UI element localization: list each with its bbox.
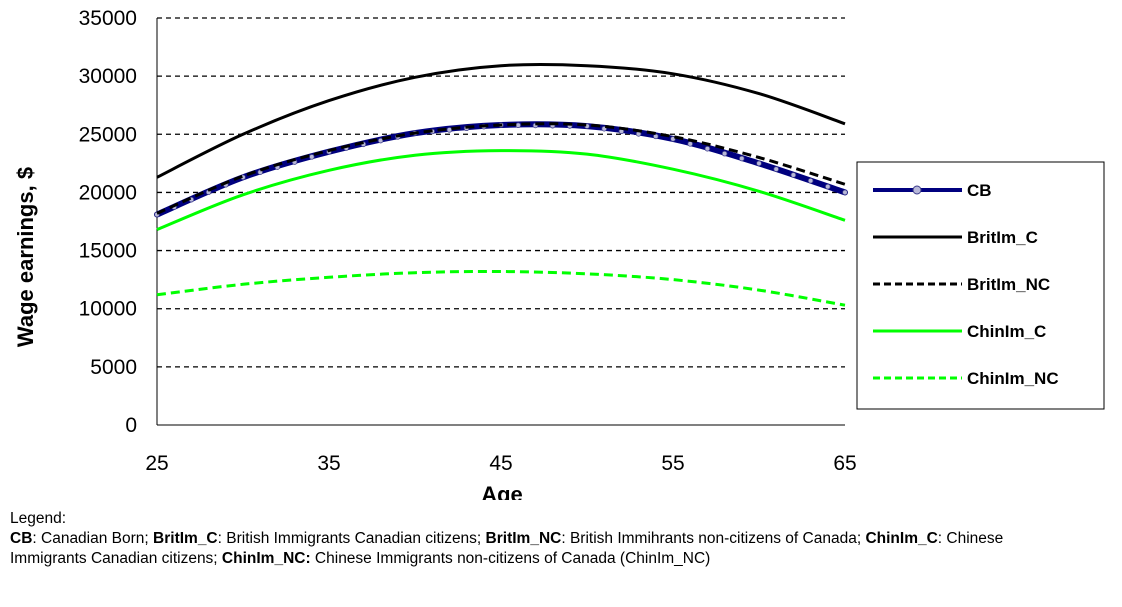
y-tick-label: 30000	[79, 65, 137, 88]
series-line-chinim-c	[156, 149, 846, 231]
wage-earnings-chart: 0 5000 10000 15000 20000 25000 30000 35000 25 35…	[13, 7, 1105, 500]
legend-label: ChinIm_C	[967, 322, 1046, 341]
series-marker-cb	[308, 154, 315, 160]
series-marker-cb	[377, 137, 384, 144]
caption-term-chinim-c: ChinIm_C	[865, 530, 938, 547]
y-tick-labels: 0 5000 10000 15000 20000 25000 30000 35000	[79, 7, 137, 437]
y-tick-label: 25000	[79, 123, 137, 146]
x-tick-label: 55	[661, 452, 684, 475]
x-tick-label: 35	[317, 452, 340, 475]
series-marker-cb	[652, 133, 659, 140]
legend-item-chinim-nc: ChinIm_NC	[873, 369, 1059, 388]
caption-term-cb: CB	[10, 530, 33, 547]
x-tick-label: 25	[145, 452, 168, 475]
y-tick-label: 0	[125, 414, 137, 437]
y-tick-label: 20000	[79, 181, 137, 204]
y-tick-label: 15000	[79, 240, 137, 263]
y-tick-label: 10000	[79, 298, 137, 321]
series-marker-cb	[738, 155, 745, 162]
legend-item-chinim-c: ChinIm_C	[873, 322, 1046, 341]
axes	[156, 18, 845, 426]
series-marker-cb	[515, 122, 521, 129]
legend-label: BritIm_NC	[967, 275, 1050, 294]
x-tick-label: 45	[489, 452, 512, 475]
caption-term-chinim-nc: ChinIm_NC:	[221, 550, 311, 567]
x-axis-title: Age	[481, 482, 523, 500]
caption-desc-cb: : Canadian Born;	[32, 530, 154, 547]
gridlines	[157, 17, 845, 368]
legend-item-cb: CB	[873, 181, 992, 200]
series-marker-cb	[687, 141, 693, 147]
legend: CB BritIm_C BritIm_NC ChinIm_C ChinIm_NC	[856, 161, 1105, 410]
caption-term-britim-nc: BritIm_NC	[485, 530, 562, 547]
series-marker-cb	[721, 150, 728, 157]
series-marker-cb	[824, 183, 831, 190]
series-line-britim-nc	[156, 122, 846, 215]
series-marker-cb	[704, 145, 711, 152]
series-marker-cb	[756, 160, 762, 167]
series-marker-cb	[670, 136, 676, 142]
caption-desc-britim-c: : British Immigrants Canadian citizens;	[217, 530, 486, 547]
series-marker-cb	[790, 172, 797, 178]
caption-body: CB: Canadian Born; BritIm_C: British Imm…	[10, 529, 1010, 569]
y-tick-label: 5000	[90, 356, 137, 379]
caption-desc-chinim-nc: Chinese Immigrants non-citizens of Canad…	[310, 550, 711, 567]
y-axis-title: Wage earnings, $	[13, 167, 38, 347]
series-cb	[154, 121, 848, 218]
caption-desc-chinim-c: : Chinese Immigrants Canadian citizens;	[10, 530, 1004, 567]
caption: Legend: CB: Canadian Born; BritIm_C: Bri…	[10, 509, 1010, 569]
series-marker-cb	[807, 178, 814, 184]
legend-marker	[912, 185, 922, 195]
legend-item-britim-c: BritIm_C	[873, 228, 1038, 247]
legend-label: BritIm_C	[967, 228, 1038, 247]
legend-label: ChinIm_NC	[967, 369, 1059, 388]
series-marker-cb	[773, 166, 779, 172]
series-marker-cb	[842, 189, 848, 196]
series-line-chinim-nc	[156, 269, 846, 307]
series-line-britim-c	[156, 62, 846, 179]
caption-desc-britim-nc: : British Immihrants non-citizens of Can…	[561, 530, 866, 547]
caption-term-britim-c: BritIm_C	[153, 530, 218, 547]
legend-label: CB	[967, 181, 992, 200]
series-lines	[154, 62, 848, 307]
legend-item-britim-nc: BritIm_NC	[873, 275, 1050, 294]
caption-heading: Legend:	[10, 510, 67, 527]
y-tick-label: 35000	[79, 7, 137, 30]
x-tick-labels: 25 35 45 55 65	[145, 452, 856, 475]
x-tick-label: 65	[833, 452, 856, 475]
series-marker-cb	[446, 127, 453, 133]
